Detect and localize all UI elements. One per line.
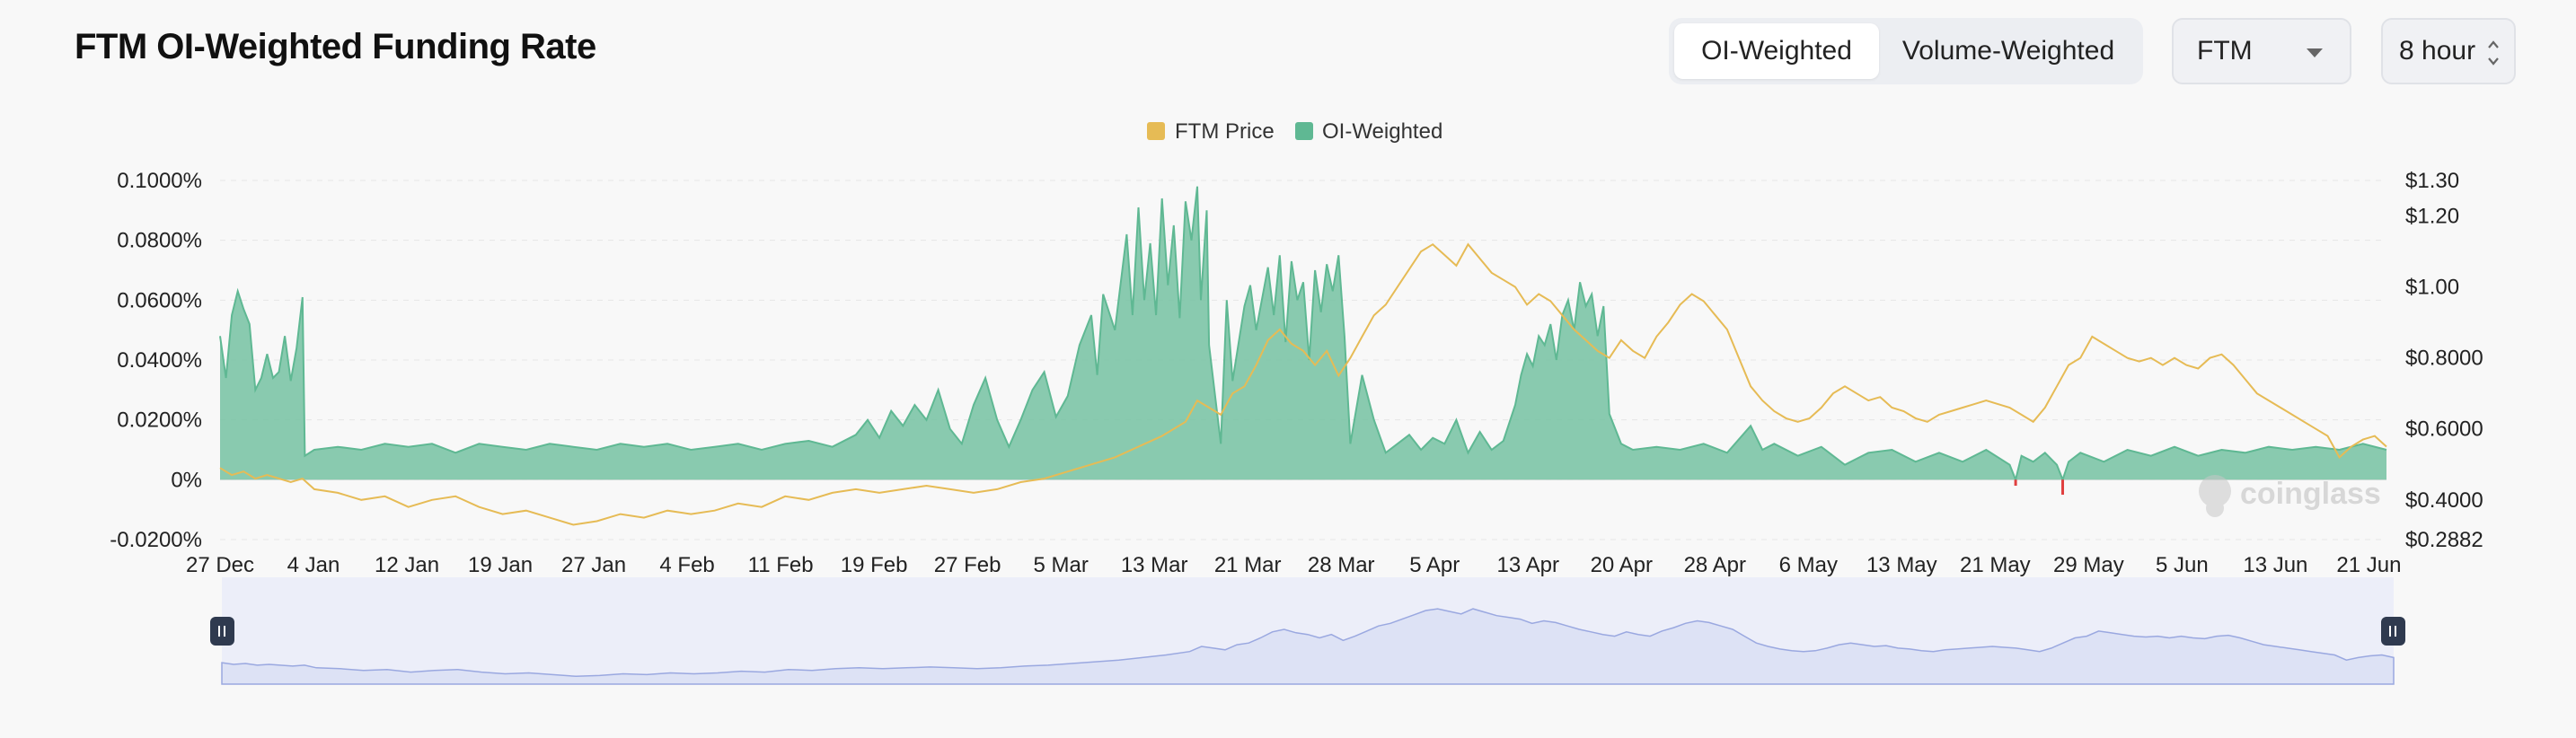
x-tick-label: 12 Jan [375,553,439,577]
y-right-tick-label: $0.2882 [2405,528,2483,552]
oi-weighted-line [219,186,2387,483]
x-tick-label: 29 May [2053,553,2124,577]
y-left-tick-label: -0.0200% [110,528,202,552]
oi-weighted-negative [2014,479,2064,495]
range-navigator[interactable] [210,577,2405,685]
y-right-tick-label: $0.6000 [2405,417,2483,442]
x-tick-label: 13 Apr [1497,553,1559,577]
x-tick-label: 19 Feb [841,553,908,577]
updown-chevron-icon [2488,40,2499,66]
page-title: FTM OI-Weighted Funding Rate [75,27,596,66]
tab-oi-weighted[interactable]: OI-Weighted [1674,23,1879,79]
ftm-price-line [219,242,2387,526]
legend-price-label[interactable]: FTM Price [1175,119,1275,144]
x-tick-label: 21 Mar [1214,553,1282,577]
y-left-tick-label: 0.0800% [117,229,202,253]
interval-select-value: 8 hour [2399,36,2476,66]
x-tick-label: 11 Feb [748,553,814,577]
y-left-tick-label: 0% [171,468,202,492]
svg-text:coinglass: coinglass [2240,477,2381,511]
weighting-toggle: OI-Weighted Volume-Weighted [1669,18,2143,84]
x-tick-label: 5 Apr [1409,553,1460,577]
y-left-tick-label: 0.1000% [117,169,202,193]
y-right-tick-label: $1.00 [2405,276,2459,300]
x-tick-label: 27 Jan [561,553,626,577]
oi-weighted-area [220,186,2386,480]
x-tick-label: 28 Mar [1308,553,1375,577]
x-tick-label: 28 Apr [1684,553,1746,577]
x-tick-label: 13 Mar [1121,553,1188,577]
legend-price-swatch [1147,122,1165,140]
navigator-left-handle[interactable] [210,617,234,646]
y-left-tick-label: 0.0600% [117,288,202,312]
y-right-tick-label: $0.4000 [2405,488,2483,513]
x-tick-label: 19 Jan [468,553,533,577]
interval-select[interactable]: 8 hour [2381,18,2516,84]
coin-select-value: FTM [2197,36,2253,66]
y-axis-right: $1.30 $1.20 $1.00 $0.8000 $0.6000 $0.4000 $0.2… [2405,169,2483,552]
x-tick-label: 27 Dec [186,553,254,577]
x-tick-label: 4 Jan [287,553,340,577]
coin-select[interactable]: FTM [2172,18,2351,84]
x-tick-label: 20 Apr [1591,553,1653,577]
x-tick-label: 27 Feb [934,553,1001,577]
x-tick-label: 6 May [1779,553,1838,577]
y-right-tick-label: $1.20 [2405,205,2459,229]
tab-volume-weighted[interactable]: Volume-Weighted [1901,36,2115,66]
navigator-right-handle[interactable] [2381,617,2405,646]
x-tick-label: 13 Jun [2243,553,2307,577]
legend: FTM Price OI-Weighted [1147,119,1442,144]
coinglass-logo-icon [2199,475,2231,507]
x-tick-label: 5 Mar [1033,553,1088,577]
navigator-area [221,608,2395,685]
x-tick-label: 4 Feb [659,553,714,577]
y-left-tick-label: 0.0200% [117,409,202,433]
legend-oi-swatch [1295,122,1313,140]
legend-oi-label[interactable]: OI-Weighted [1322,119,1442,144]
y-right-tick-label: $0.8000 [2405,347,2483,371]
x-tick-label: 5 Jun [2156,553,2209,577]
y-left-tick-label: 0.0400% [117,348,202,373]
y-right-tick-label: $1.30 [2405,169,2459,193]
coinglass-watermark: coinglass [2199,475,2381,517]
x-tick-label: 21 Jun [2336,553,2401,577]
x-tick-label: 13 May [1866,553,1937,577]
y-axis-left: 0.1000% 0.0800% 0.0600% 0.0400% 0.0200% 0% -0.… [110,169,202,552]
chevron-down-icon [2307,48,2323,57]
x-axis: 27 Dec 4 Jan 12 Jan 19 Jan 27 Jan 4 Feb 11 Feb… [186,553,2401,577]
x-tick-label: 21 May [1960,553,2031,577]
